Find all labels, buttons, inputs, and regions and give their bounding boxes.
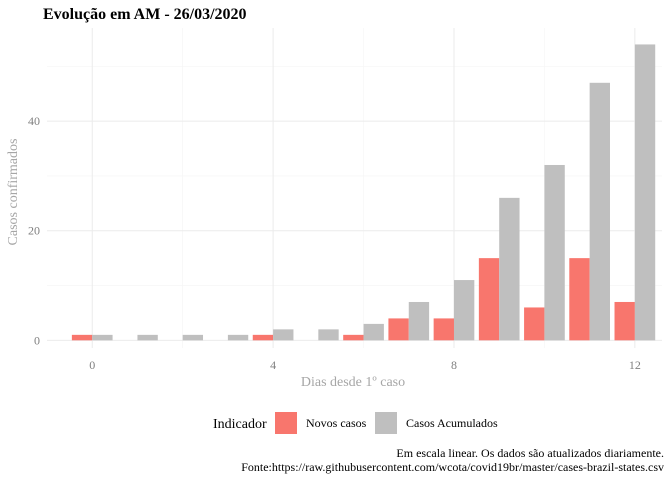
bar-novos-casos xyxy=(343,334,364,341)
y-tick-label: 40 xyxy=(28,114,40,128)
bar-casos-acumulados xyxy=(453,280,475,341)
bar-casos-acumulados xyxy=(363,323,384,341)
bar-novos-casos xyxy=(252,334,274,341)
bar-casos-acumulados xyxy=(273,329,294,341)
y-tick-label: 20 xyxy=(28,224,40,238)
x-tick-label: 4 xyxy=(270,358,276,372)
bar-novos-casos xyxy=(614,301,635,341)
bar-novos-casos xyxy=(569,258,590,341)
bar-novos-casos xyxy=(433,318,454,341)
x-axis-title: Dias desde 1º caso xyxy=(301,375,405,390)
caption-line: Em escala linear. Os dados são atualizad… xyxy=(396,446,664,460)
caption-line: Fonte:https://raw.githubusercontent.com/… xyxy=(241,460,664,474)
bar-novos-casos xyxy=(524,307,545,341)
y-tick-label: 0 xyxy=(34,333,40,347)
bar-casos-acumulados xyxy=(182,334,204,341)
x-tick-label: 8 xyxy=(451,358,457,372)
caption: Em escala linear. Os dados são atualizad… xyxy=(241,446,664,474)
bar-casos-acumulados xyxy=(634,44,656,341)
x-axis-ticks: 0 4 8 12 xyxy=(89,358,641,372)
bar-novos-casos xyxy=(388,318,409,341)
bar-casos-acumulados xyxy=(227,334,249,341)
legend-key xyxy=(275,412,297,434)
bar-casos-acumulados xyxy=(499,197,520,341)
x-tick-label: 12 xyxy=(629,358,641,372)
legend-key xyxy=(375,412,397,434)
chart-title: Evolução em AM - 26/03/2020 xyxy=(43,6,247,23)
legend: Indicador Novos casos Casos Acumulados xyxy=(213,412,498,434)
legend-label: Casos Acumulados xyxy=(406,416,498,430)
bar-casos-acumulados xyxy=(318,329,339,341)
bar-casos-acumulados xyxy=(408,301,430,341)
bar-casos-acumulados xyxy=(544,164,565,341)
bars xyxy=(71,44,656,341)
bar-novos-casos xyxy=(478,258,500,341)
y-axis-title: Casos confirmados xyxy=(6,139,21,246)
x-tick-label: 0 xyxy=(89,358,95,372)
bar-casos-acumulados xyxy=(92,334,113,341)
bar-casos-acumulados xyxy=(137,334,158,341)
bar-novos-casos xyxy=(71,334,93,341)
legend-title: Indicador xyxy=(213,417,267,432)
legend-label: Novos casos xyxy=(306,416,367,430)
bar-casos-acumulados xyxy=(589,82,610,341)
y-axis-ticks: 0 20 40 xyxy=(28,114,40,347)
